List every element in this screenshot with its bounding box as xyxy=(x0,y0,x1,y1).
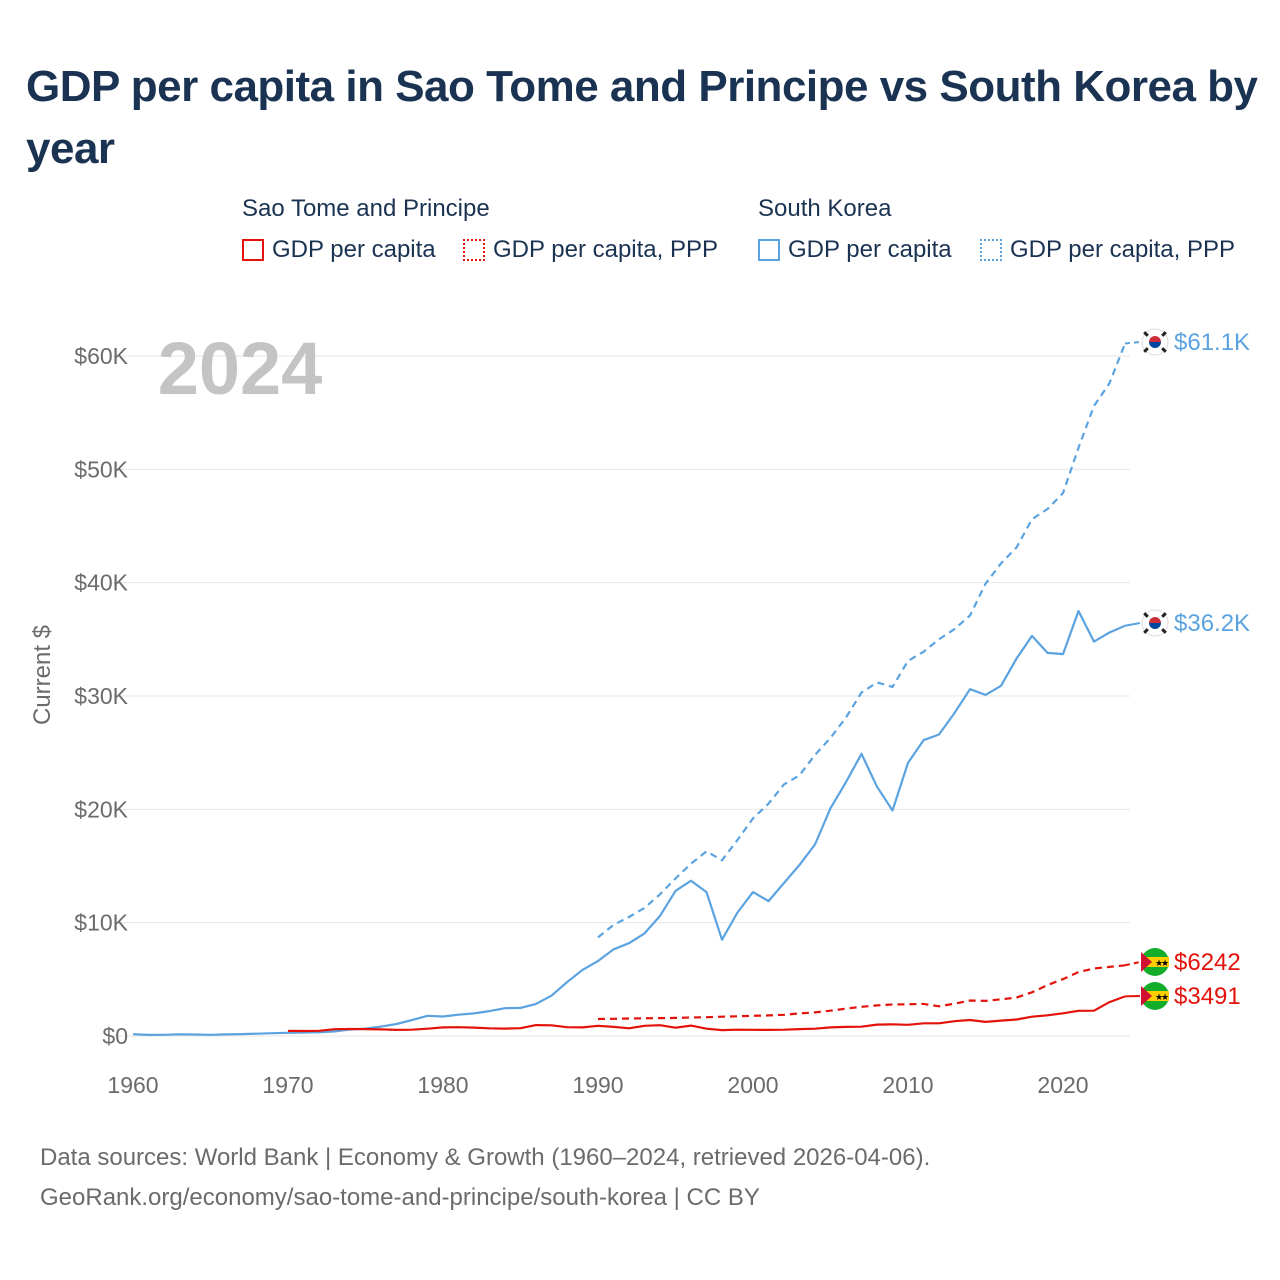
svg-text:★: ★ xyxy=(1161,958,1169,968)
y-tick-label: $10K xyxy=(74,910,128,936)
series-lines xyxy=(132,343,1127,1037)
y-tick-label: $50K xyxy=(74,456,128,482)
source-line-1: Data sources: World Bank | Economy & Gro… xyxy=(40,1144,931,1171)
legend-item-sao-tome-ppp[interactable]: GDP per capita, PPP xyxy=(463,236,718,264)
y-tick-label: $20K xyxy=(74,796,128,822)
legend-item-south-korea-gdp[interactable]: GDP per capita xyxy=(758,236,952,264)
legend-label: GDP per capita, PPP xyxy=(1010,236,1235,263)
x-tick-label: 1970 xyxy=(262,1072,313,1098)
south-korea-flag-icon xyxy=(1141,328,1169,356)
year-watermark: 2024 xyxy=(158,327,323,410)
series-line[interactable] xyxy=(132,609,1126,1037)
x-tick-label: 2020 xyxy=(1037,1072,1088,1098)
y-tick-label: $30K xyxy=(74,683,128,709)
sao-tome-flag-icon: ★★ xyxy=(1141,948,1169,976)
svg-text:★: ★ xyxy=(1161,992,1169,1002)
end-value-label: $36.2K xyxy=(1174,610,1250,637)
legend-group-south-korea: South Korea xyxy=(758,195,892,222)
legend-group-sao-tome: Sao Tome and Principe xyxy=(242,195,490,222)
legend-item-sao-tome-gdp[interactable]: GDP per capita xyxy=(242,236,436,264)
legend-label: GDP per capita xyxy=(272,236,436,263)
end-value-label: $61.1K xyxy=(1174,329,1250,356)
y-tick-label: $0 xyxy=(102,1023,128,1049)
svg-text:★: ★ xyxy=(1155,992,1163,1002)
sao-tome-flag-icon: ★★ xyxy=(1141,982,1169,1010)
x-tick-label: 1960 xyxy=(107,1072,158,1098)
south-korea-flag-icon xyxy=(1141,609,1169,637)
source-line-2[interactable]: GeoRank.org/economy/sao-tome-and-princip… xyxy=(40,1184,760,1211)
legend-item-south-korea-ppp[interactable]: GDP per capita, PPP xyxy=(980,236,1235,264)
x-tick-label: 2010 xyxy=(882,1072,933,1098)
x-tick-label: 1980 xyxy=(417,1072,468,1098)
end-value-label: $6242 xyxy=(1174,949,1241,976)
x-tick-label: 2000 xyxy=(727,1072,778,1098)
series-line[interactable] xyxy=(597,964,1126,1021)
legend-swatch-dotted-red xyxy=(463,239,485,261)
y-axis-ticks: $0 $10K $20K $30K $40K $50K $60K xyxy=(74,343,128,1049)
series-line[interactable] xyxy=(597,343,1127,939)
gridlines xyxy=(113,355,1130,1037)
y-axis-label: Current $ xyxy=(29,625,56,725)
y-tick-label: $40K xyxy=(74,570,128,596)
legend-swatch-solid-blue xyxy=(758,239,780,261)
legend-label: GDP per capita, PPP xyxy=(493,236,718,263)
end-connector xyxy=(1124,961,1141,967)
end-labels: $61.1K$36.2K★★ $6242★★ $3491 xyxy=(1124,328,1250,1010)
svg-text:★: ★ xyxy=(1155,958,1163,968)
legend-swatch-solid-red xyxy=(242,239,264,261)
y-tick-label: $60K xyxy=(74,343,128,369)
x-tick-label: 1990 xyxy=(572,1072,623,1098)
series-line[interactable] xyxy=(287,995,1126,1033)
legend-swatch-dotted-blue xyxy=(980,239,1002,261)
end-connector xyxy=(1124,622,1141,627)
chart-title: GDP per capita in Sao Tome and Principe … xyxy=(26,62,1258,173)
x-axis-ticks: 1960 1970 1980 1990 2000 2010 2020 xyxy=(107,1072,1088,1098)
end-value-label: $3491 xyxy=(1174,983,1241,1010)
end-connector xyxy=(1124,341,1141,345)
source-note: Data sources: World Bank | Economy & Gro… xyxy=(40,1138,930,1218)
legend-label: GDP per capita xyxy=(788,236,952,263)
